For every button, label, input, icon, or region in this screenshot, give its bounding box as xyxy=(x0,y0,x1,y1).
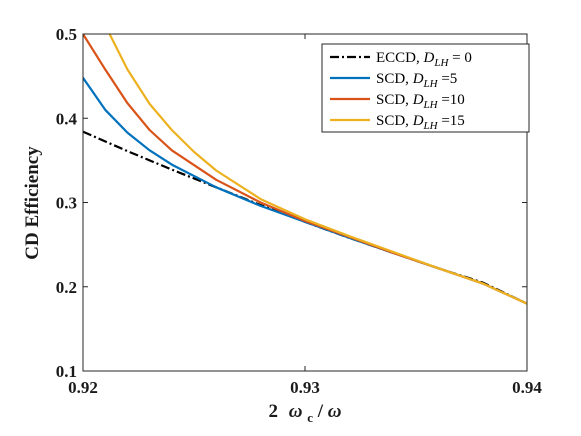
x-tick-label: 0.92 xyxy=(68,378,98,397)
y-tick-label: 0.4 xyxy=(56,109,78,128)
series-line-4 xyxy=(108,34,527,305)
legend-label-2: SCD, DLH =5 xyxy=(376,71,457,90)
y-tick-label: 0.3 xyxy=(56,194,77,213)
series-line-1 xyxy=(83,130,527,305)
legend-items: ECCD, DLH = 0 SCD, DLH =5 SCD, DLH =10 SCD,… xyxy=(330,50,472,132)
x-axis-label: 2 ω c / ω xyxy=(268,401,341,427)
legend-box xyxy=(321,43,530,133)
legend-label-1: ECCD, DLH = 0 xyxy=(376,50,472,69)
x-label-omega: ω xyxy=(328,401,342,422)
legend-label-4: SCD, DLH =15 xyxy=(376,113,465,132)
x-label-omega-c: ω xyxy=(289,401,303,422)
y-tick-label: 0.1 xyxy=(56,362,77,381)
x-label-sub: c xyxy=(307,410,313,425)
y-tick-label: 0.2 xyxy=(56,278,77,297)
x-label-prefix: 2 xyxy=(268,401,278,422)
legend: ECCD, DLH = 0 SCD, DLH =5 SCD, DLH =10 SCD,… xyxy=(321,43,530,133)
tick-layer: 0.92 0.93 0.94 0.1 0.2 0.3 0.4 0.5 xyxy=(56,25,543,397)
series-layer xyxy=(83,34,527,305)
x-tick-label: 0.93 xyxy=(290,378,320,397)
legend-label-3: SCD, DLH =10 xyxy=(376,92,465,111)
x-label-slash: / xyxy=(317,401,328,422)
y-axis-label: CD Efficiency xyxy=(22,146,43,260)
y-tick-label: 0.5 xyxy=(56,25,77,44)
x-tick-label: 0.94 xyxy=(512,378,542,397)
